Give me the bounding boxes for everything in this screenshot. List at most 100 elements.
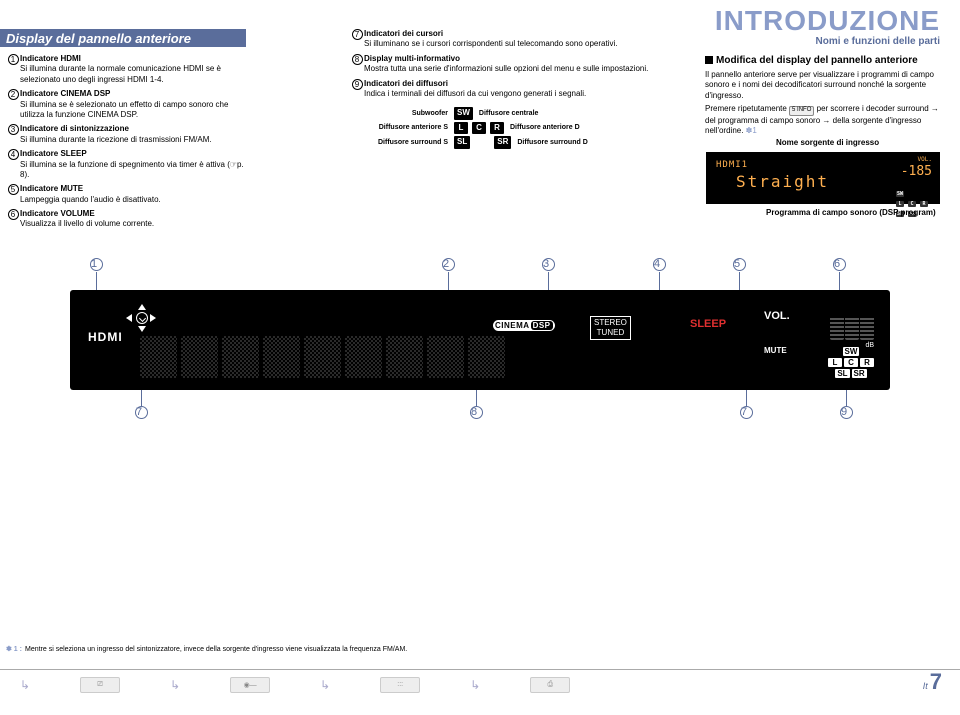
front-panel-display: HDMI CINEMADSP STEREOTUNED SLEEP VOL. MU… <box>70 290 890 390</box>
volume-section: VOL. MUTE dB <box>764 310 874 322</box>
item-desc: Si illumina durante la ricezione di tras… <box>20 135 246 145</box>
footer-icon: ⎚ <box>80 677 120 693</box>
speaker-label: Diffusore centrale <box>479 109 539 118</box>
paragraph: Il pannello anteriore serve per visualiz… <box>705 70 943 101</box>
speaker-label: Diffusore anteriore S <box>364 123 448 132</box>
mini-display-label-bottom: Programma di campo sonoro (DSP program) <box>766 208 936 217</box>
tuning-indicator: STEREOTUNED <box>590 316 631 340</box>
cursor-enter-icon <box>136 312 148 324</box>
speaker-box: L <box>454 122 468 134</box>
cinema-dsp-indicator: CINEMADSP <box>493 320 555 331</box>
speaker-indicators: SW LCR SLSR <box>828 347 874 380</box>
item-title: Indicatori dei cursori <box>364 29 650 39</box>
section-title-bar: Display del pannello anteriore <box>0 29 246 47</box>
speaker-diagram: Subwoofer SW Diffusore centrale Diffusore … <box>364 107 650 148</box>
callout-number: 7 <box>135 406 148 419</box>
callout-number: 1 <box>90 258 103 271</box>
nav-arrow-icon: ↳ <box>320 678 330 692</box>
callout-line <box>659 272 660 290</box>
speaker-indicator: C <box>844 358 858 367</box>
speaker-indicator: L <box>828 358 842 367</box>
cursor-indicators <box>126 304 166 340</box>
item-title: Indicatori dei diffusori <box>364 79 650 89</box>
nav-arrow-icon: ↳ <box>170 678 180 692</box>
description-column-1: 1Indicatore HDMISi illumina durante la n… <box>6 54 246 234</box>
speaker-indicator: SR <box>852 369 867 378</box>
heading: Modifica del display del pannello anteri… <box>716 55 918 66</box>
item-title: Indicatore VOLUME <box>20 209 246 219</box>
footer-navigation: ↳ ⎚ ↳ ◉— ↳ ::: ↳ ⎙ <box>0 669 960 699</box>
callout-line <box>141 390 142 406</box>
hdmi-indicator: HDMI <box>88 330 123 344</box>
page-section-title: INTRODUZIONE <box>715 5 940 37</box>
speaker-indicator: SL <box>835 369 849 378</box>
item-desc: Indica i terminali dei diffusori da cui … <box>364 89 650 99</box>
paragraph: Premere ripetutamente 5 INFO per scorrer… <box>705 104 943 137</box>
description-column-2: 7Indicatori dei cursoriSi illuminano se … <box>350 29 650 151</box>
cursor-right-icon <box>150 314 156 322</box>
speaker-box: SL <box>454 136 470 148</box>
speaker-label: Diffusore surround S <box>364 138 448 147</box>
item-title: Indicatore MUTE <box>20 184 246 194</box>
item-desc: Si illuminano se i cursori corrispondent… <box>364 39 650 49</box>
speaker-indicator: SW <box>843 347 860 356</box>
item-number: 6 <box>8 209 19 220</box>
callout-line <box>846 390 847 406</box>
cursor-up-icon <box>138 304 146 310</box>
mute-indicator: MUTE <box>764 346 787 355</box>
item-number: 5 <box>8 184 19 195</box>
description-column-3: Modifica del display del pannello anteri… <box>705 54 943 140</box>
item-desc: Visualizza il livello di volume corrente… <box>20 219 246 229</box>
callout-line <box>548 272 549 290</box>
footer-icon: ::: <box>380 677 420 693</box>
footer-icon: ⎙ <box>530 677 570 693</box>
sleep-indicator: SLEEP <box>690 318 726 330</box>
callout-line <box>746 390 747 406</box>
item-number: 1 <box>8 54 19 65</box>
speaker-indicator: R <box>860 358 874 367</box>
item-title: Indicatore di sintonizzazione <box>20 124 246 134</box>
callout-number: 3 <box>542 258 555 271</box>
page-number: It7 <box>923 669 942 695</box>
item-number: 7 <box>352 29 363 40</box>
info-button-label: 5 INFO <box>789 106 814 116</box>
item-desc: Lampeggia quando l'audio è disattivato. <box>20 195 246 205</box>
item-number: 9 <box>352 79 363 90</box>
speaker-label: Subwoofer <box>364 109 448 118</box>
callout-number: 4 <box>653 258 666 271</box>
item-number: 2 <box>8 89 19 100</box>
callout-line <box>96 272 97 290</box>
item-desc: Si illumina se è selezionato un effetto … <box>20 100 246 121</box>
callout-number: 8 <box>470 406 483 419</box>
multi-info-display <box>140 336 505 378</box>
speaker-box: C <box>472 122 486 134</box>
callout-line <box>739 272 740 290</box>
mini-display: HDMI1 Straight VOL. -185 SWLCRSLSR <box>706 152 940 204</box>
speaker-label: Diffusore anteriore D <box>510 123 580 132</box>
mini-display-label-top: Nome sorgente di ingresso <box>776 138 879 147</box>
cursor-down-icon <box>138 326 146 332</box>
footnote: ✽ 1 :Mentre si seleziona un ingresso del… <box>6 645 407 653</box>
cursor-left-icon <box>126 314 132 322</box>
mini-display-line1: HDMI1 <box>716 160 748 170</box>
callout-line <box>839 272 840 290</box>
item-title: Indicatore CINEMA DSP <box>20 89 246 99</box>
vol-label: VOL. <box>764 310 790 322</box>
item-desc: Si illumina durante la normale comunicaz… <box>20 64 246 85</box>
speaker-box: R <box>490 122 504 134</box>
footer-icon: ◉— <box>230 677 270 693</box>
item-number: 8 <box>352 54 363 65</box>
item-number: 3 <box>8 124 19 135</box>
speaker-box: SW <box>454 107 473 119</box>
speaker-box: SR <box>494 136 511 148</box>
mini-display-vol-label: VOL. <box>918 156 932 163</box>
callout-number: 2 <box>442 258 455 271</box>
callout-number: 7 <box>740 406 753 419</box>
item-desc: Mostra tutta una serie d'informazioni su… <box>364 64 650 74</box>
nav-arrow-icon: ↳ <box>470 678 480 692</box>
item-desc: Si illumina se la funzione di spegniment… <box>20 160 246 181</box>
mini-display-db: -185 <box>901 164 932 179</box>
item-title: Display multi-informativo <box>364 54 650 64</box>
callout-number: 6 <box>833 258 846 271</box>
item-title: Indicatore HDMI <box>20 54 246 64</box>
